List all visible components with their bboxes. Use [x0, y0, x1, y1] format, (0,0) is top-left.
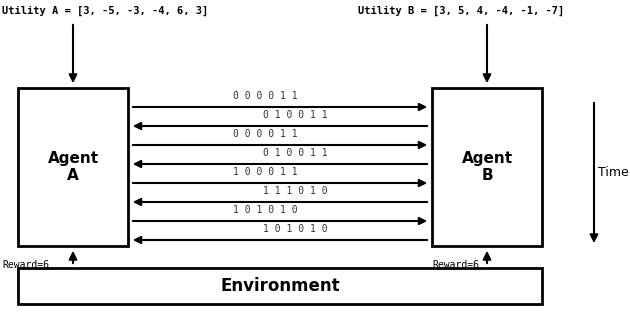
Text: Environment: Environment — [220, 277, 340, 295]
Bar — [18, 88, 128, 246]
Text: 1 1 1 0 1 0: 1 1 1 0 1 0 — [263, 186, 328, 196]
Text: Reward=6: Reward=6 — [432, 260, 479, 270]
Text: 1 0 0 0 1 1: 1 0 0 0 1 1 — [232, 167, 297, 177]
Text: 0 0 0 0 1 1: 0 0 0 0 1 1 — [232, 91, 297, 101]
Text: Time: Time — [598, 166, 629, 180]
Text: Agent
A: Agent A — [47, 151, 98, 183]
Bar — [432, 88, 542, 246]
Text: Utility A = [3, -5, -3, -4, 6, 3]: Utility A = [3, -5, -3, -4, 6, 3] — [2, 6, 209, 16]
Text: 0 0 0 0 1 1: 0 0 0 0 1 1 — [232, 129, 297, 139]
Text: 1 0 1 0 1 0: 1 0 1 0 1 0 — [232, 205, 297, 215]
Text: 1 0 1 0 1 0: 1 0 1 0 1 0 — [263, 224, 328, 234]
Bar — [18, 268, 542, 304]
Text: Agent
B: Agent B — [461, 151, 513, 183]
Text: Utility B = [3, 5, 4, -4, -1, -7]: Utility B = [3, 5, 4, -4, -1, -7] — [358, 6, 564, 16]
Text: Reward=6: Reward=6 — [2, 260, 49, 270]
Text: 0 1 0 0 1 1: 0 1 0 0 1 1 — [263, 148, 328, 158]
Text: 0 1 0 0 1 1: 0 1 0 0 1 1 — [263, 110, 328, 120]
